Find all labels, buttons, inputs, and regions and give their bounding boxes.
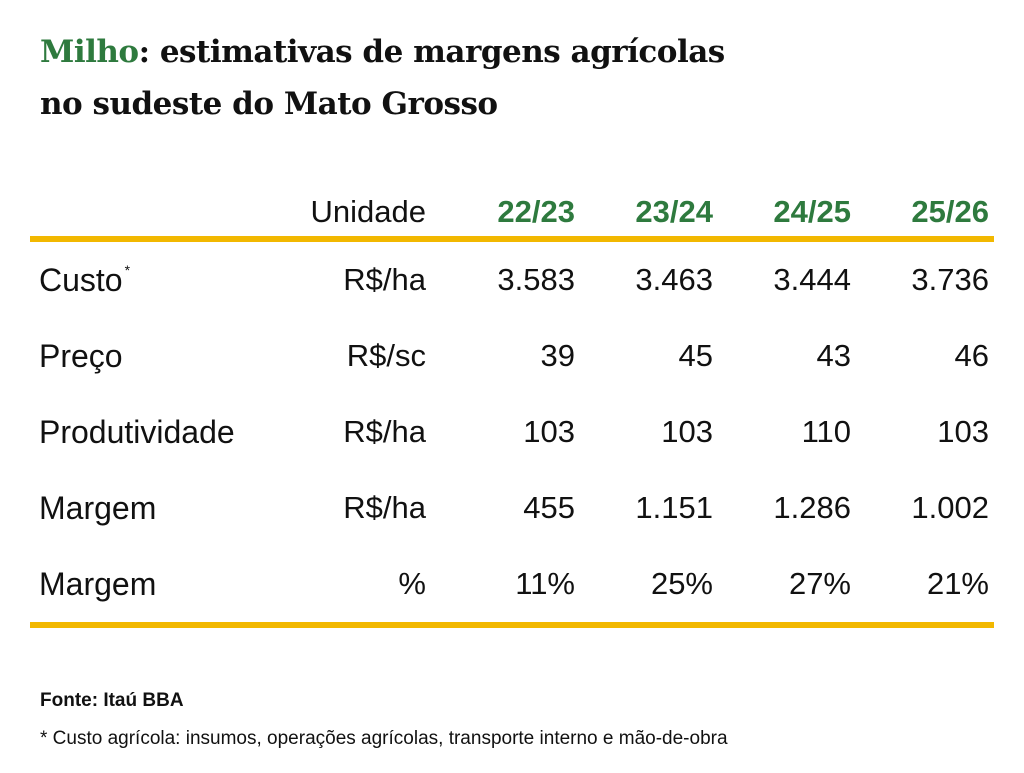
table-cell: 45	[678, 338, 713, 373]
row-unit: %	[398, 566, 426, 601]
table-header: Unidade 22/23 23/24 24/25 25/26	[30, 170, 994, 236]
table-cell: 3.444	[773, 262, 851, 297]
footnote: * Custo agrícola: insumos, operações agr…	[40, 728, 728, 749]
table-cell: 3.583	[497, 262, 575, 297]
source-note: Fonte: Itaú BBA	[40, 690, 184, 711]
table-cell: 46	[954, 338, 989, 373]
table-row-margem-pct: Margem % 11% 25% 27% 21%	[30, 546, 994, 622]
table-cell: 1.002	[911, 490, 989, 525]
column-header-24-25: 24/25	[773, 194, 851, 229]
column-header-25-26: 25/26	[911, 194, 989, 229]
row-unit: R$/ha	[343, 490, 426, 525]
table-cell: 455	[523, 490, 575, 525]
row-label: Custo *	[39, 242, 299, 318]
table-cell: 103	[523, 414, 575, 449]
table-cell: 110	[801, 414, 851, 449]
table-cell: 1.286	[773, 490, 851, 525]
row-label: Produtividade	[39, 413, 235, 450]
row-label: Margem	[39, 565, 157, 602]
bottom-rule	[30, 622, 994, 628]
title-highlight: Milho	[40, 34, 139, 70]
table-row-custo: Custo * R$/ha 3.583 3.463 3.444 3.736	[30, 242, 994, 318]
margin-table: Unidade 22/23 23/24 24/25 25/26 Custo * R…	[30, 170, 994, 628]
table-cell: 21%	[926, 566, 989, 601]
top-rule	[30, 236, 994, 242]
title-line2: no sudeste do Mato Grosso	[40, 86, 498, 122]
table-cell: 103	[937, 414, 989, 449]
table-row-preco: Preço R$/sc 39 45 43 46	[30, 318, 994, 394]
table-row-margem-rs: Margem R$/ha 455 1.151 1.286 1.002	[30, 470, 994, 546]
title-line1-rest: : estimativas de margens agrícolas	[138, 34, 726, 70]
row-unit: R$/ha	[343, 262, 426, 297]
chart-title: Milho: estimativas de margens agrícolas …	[40, 26, 1000, 130]
row-unit: R$/ha	[343, 414, 426, 449]
row-label: Preço	[39, 337, 123, 374]
table-cell: 27%	[788, 566, 851, 601]
column-header-23-24: 23/24	[635, 194, 713, 229]
row-unit: R$/sc	[346, 338, 426, 373]
table-cell: 39	[540, 338, 575, 373]
footnote-marker: *	[124, 262, 131, 278]
table-cell: 11%	[515, 566, 575, 601]
column-header-22-23: 22/23	[497, 194, 575, 229]
table-cell: 3.736	[911, 262, 989, 297]
table-cell: 43	[816, 338, 851, 373]
row-label: Margem	[39, 489, 157, 526]
table-cell: 3.463	[635, 262, 713, 297]
table-row-produtividade: Produtividade R$/ha 103 103 110 103	[30, 394, 994, 470]
table-cell: 103	[661, 414, 713, 449]
table-cell: 1.151	[635, 490, 713, 525]
row-label-text: Custo	[39, 261, 123, 298]
table-cell: 25%	[650, 566, 713, 601]
column-header-unit: Unidade	[310, 194, 426, 229]
